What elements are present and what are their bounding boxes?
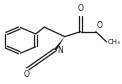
Polygon shape	[54, 37, 65, 50]
Text: CH₃: CH₃	[107, 39, 120, 45]
Text: O: O	[78, 5, 83, 14]
Text: N: N	[57, 46, 62, 55]
Text: O: O	[24, 70, 30, 79]
Text: O: O	[96, 21, 102, 30]
